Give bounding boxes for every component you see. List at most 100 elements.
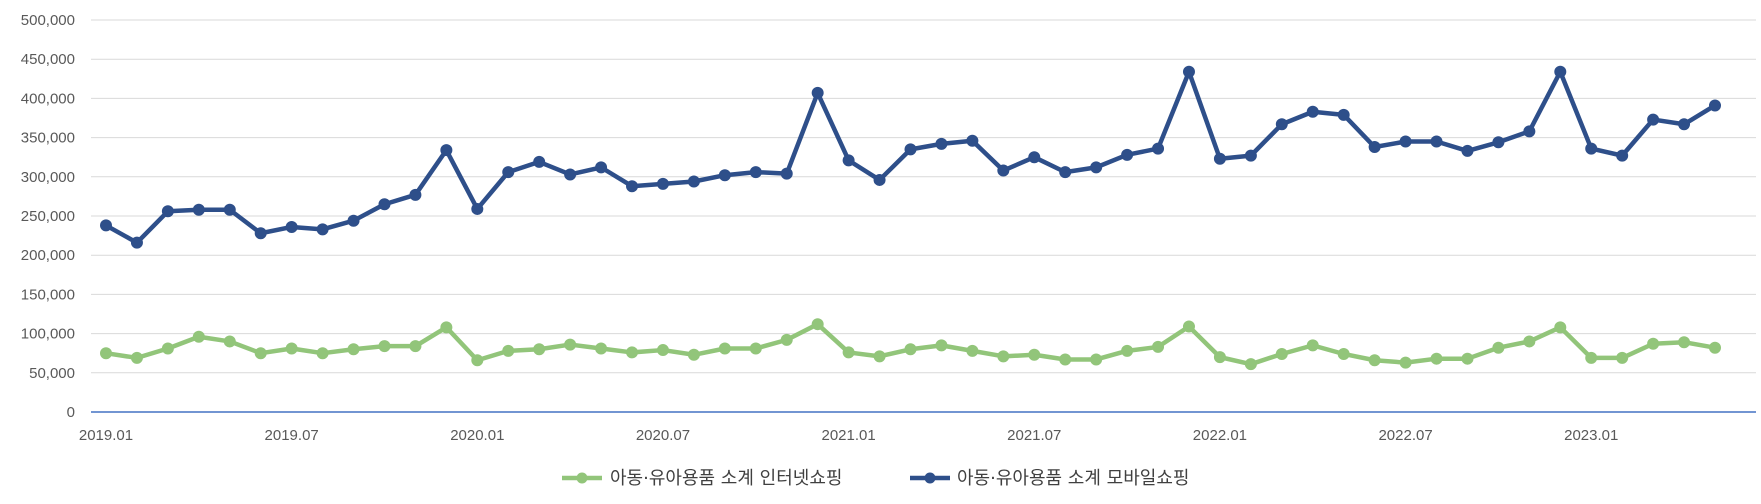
series-line	[103, 69, 1718, 245]
y-tick-label: 350,000	[21, 130, 75, 147]
series-1	[100, 318, 1721, 371]
data-point	[1337, 347, 1350, 360]
data-point	[1678, 118, 1691, 131]
data-point	[935, 339, 948, 352]
data-point	[1275, 118, 1288, 131]
data-point	[1647, 113, 1660, 126]
data-point	[1028, 348, 1041, 361]
data-point	[347, 343, 360, 356]
data-point	[502, 344, 515, 357]
data-point	[904, 343, 917, 356]
data-point	[378, 340, 391, 353]
data-point	[904, 143, 917, 156]
data-point	[1399, 356, 1412, 369]
data-point	[780, 167, 793, 180]
x-tick-label: 2022.01	[1193, 427, 1247, 444]
y-tick-label: 500,000	[21, 12, 75, 29]
data-point	[811, 86, 824, 99]
data-point	[1554, 65, 1567, 78]
y-tick-label: 250,000	[21, 208, 75, 225]
data-point	[1213, 152, 1226, 165]
data-point	[997, 350, 1010, 363]
data-point	[1523, 335, 1536, 348]
data-point	[1430, 352, 1443, 365]
data-point	[873, 350, 886, 363]
y-tick-label: 400,000	[21, 90, 75, 107]
data-point	[1554, 321, 1567, 334]
data-point	[1368, 354, 1381, 367]
data-point	[1585, 142, 1598, 155]
data-point	[533, 155, 546, 168]
data-point	[842, 154, 855, 167]
y-tick-label: 450,000	[21, 51, 75, 68]
legend-label: 아동·유아용품 소계 인터넷쇼핑	[610, 468, 842, 489]
y-tick-label: 100,000	[21, 326, 75, 343]
data-point	[1182, 320, 1195, 333]
x-tick-label: 2021.07	[1007, 427, 1061, 444]
legend: 아동·유아용품 소계 인터넷쇼핑 아동·유아용품 소계 모바일쇼핑	[562, 468, 1189, 489]
data-point	[842, 346, 855, 359]
data-point	[1492, 341, 1505, 354]
data-point	[1306, 339, 1319, 352]
data-point	[626, 180, 639, 193]
data-point	[100, 219, 112, 232]
data-point	[687, 348, 700, 361]
data-point	[161, 205, 174, 218]
data-point	[254, 347, 267, 360]
data-point	[1275, 347, 1288, 360]
data-point	[130, 351, 143, 364]
data-point	[749, 342, 762, 355]
data-point	[192, 330, 205, 343]
data-point	[100, 347, 112, 360]
data-point	[595, 342, 608, 355]
x-tick-label: 2020.01	[450, 427, 504, 444]
data-point	[130, 236, 143, 249]
data-point	[316, 223, 329, 236]
data-point	[966, 344, 979, 357]
data-point	[1492, 136, 1505, 149]
data-point	[811, 318, 824, 331]
data-point	[254, 227, 267, 240]
x-tick-label: 2020.07	[636, 427, 690, 444]
data-point	[1709, 341, 1721, 354]
series-group	[100, 65, 1721, 371]
data-point	[378, 198, 391, 211]
data-point	[564, 168, 577, 181]
y-tick-label: 150,000	[21, 286, 75, 303]
x-tick-label: 2019.01	[79, 427, 133, 444]
data-point	[1616, 149, 1629, 162]
data-point	[1523, 125, 1536, 138]
data-point	[1244, 358, 1257, 371]
data-point	[997, 164, 1010, 177]
data-point	[1616, 351, 1629, 364]
data-point	[564, 338, 577, 351]
data-point	[285, 342, 298, 355]
x-tick-label: 2019.07	[265, 427, 319, 444]
data-point	[192, 203, 205, 216]
data-point	[1121, 344, 1134, 357]
data-point	[1244, 149, 1257, 162]
data-point	[409, 340, 422, 353]
data-point	[347, 214, 360, 227]
data-point	[687, 175, 700, 188]
data-point	[656, 344, 669, 357]
data-point	[1213, 351, 1226, 364]
y-axis: 0 50,000 100,000 150,000 200,000 250,000 300,0…	[21, 12, 75, 421]
y-tick-label: 0	[67, 404, 75, 421]
data-point	[1059, 166, 1072, 179]
data-point	[966, 134, 979, 147]
data-point	[1709, 99, 1721, 112]
data-point	[223, 335, 236, 348]
data-point	[1585, 351, 1598, 364]
data-point	[873, 173, 886, 186]
y-tick-label: 300,000	[21, 169, 75, 186]
data-point	[440, 321, 453, 334]
data-point	[409, 188, 422, 201]
data-point	[626, 346, 639, 359]
data-point	[1121, 148, 1134, 161]
data-point	[1430, 135, 1443, 148]
data-point	[656, 177, 669, 190]
data-point	[1028, 151, 1041, 164]
data-point	[1678, 336, 1691, 349]
